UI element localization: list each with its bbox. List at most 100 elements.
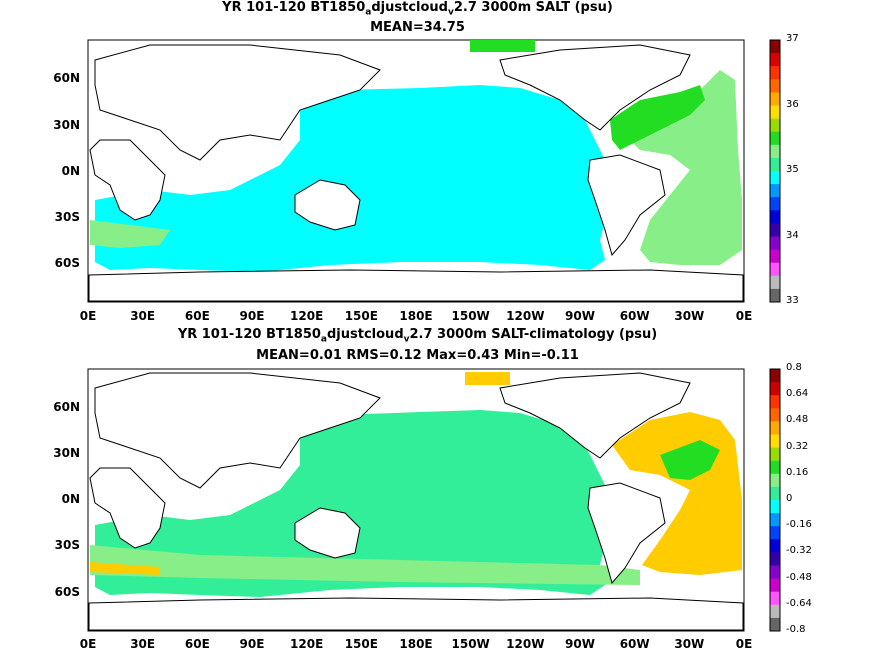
top-colorbar-swatch xyxy=(770,184,780,198)
bottom-colorbar-swatch xyxy=(770,500,780,514)
bottom-x-tick: 30W xyxy=(674,637,705,651)
top-y-tick: 60S xyxy=(54,256,80,270)
bottom-colorbar-swatch xyxy=(770,473,780,488)
bottom-colorbar-tick: -0.8 xyxy=(786,624,806,635)
top-colorbar-swatch xyxy=(770,223,780,237)
top-antarctica xyxy=(88,269,744,302)
bottom-x-tick: 0E xyxy=(79,637,97,651)
bottom-y-tick: 60N xyxy=(53,400,80,414)
top-y-tick: 0N xyxy=(61,164,80,178)
bottom-x-tick: 180E xyxy=(399,637,433,651)
bottom-colorbar-swatch xyxy=(770,460,780,475)
bottom-australia xyxy=(294,507,361,559)
bottom-x-tick: 120E xyxy=(290,637,324,651)
bottom-x-tick: 60W xyxy=(619,637,650,651)
top-y-tick: 60N xyxy=(53,71,80,85)
bottom-chart-title: YR 101-120 BT1850adjustcloudv2.7 3000m S… xyxy=(177,327,658,345)
top-colorbar-swatch xyxy=(770,210,780,224)
top-australia xyxy=(294,179,361,231)
top-colorbar-swatch xyxy=(770,157,780,172)
top-colorbar-swatch xyxy=(770,197,780,211)
top-colorbar-swatch xyxy=(770,262,780,277)
top-x-tick: 30W xyxy=(674,309,705,323)
bottom-chart-stats: MEAN=0.01 RMS=0.12 Max=0.43 Min=-0.11 xyxy=(256,348,579,363)
bottom-colorbar-swatch xyxy=(770,421,780,435)
top-colorbar-tick: 34 xyxy=(786,229,799,241)
bottom-x-tick: 30E xyxy=(130,637,156,651)
top-colorbar-swatch xyxy=(770,171,780,185)
bottom-southern-orange xyxy=(90,562,160,575)
top-colorbar-swatch xyxy=(770,236,780,251)
bottom-antarctica xyxy=(88,597,744,631)
bottom-arctic-orange xyxy=(465,372,510,385)
bottom-colorbar-swatch xyxy=(770,526,780,540)
bottom-colorbar-swatch xyxy=(770,486,780,501)
top-colorbar-swatch xyxy=(770,53,780,67)
bottom-colorbar-tick: -0.32 xyxy=(786,545,812,557)
top-x-tick: 60W xyxy=(619,309,650,323)
top-colorbar-swatch xyxy=(770,118,780,133)
top-x-tick: 60E xyxy=(184,309,210,323)
bottom-map xyxy=(87,368,745,632)
bottom-colorbar-swatch xyxy=(770,552,780,566)
bottom-colorbar-swatch xyxy=(770,513,780,527)
bottom-colorbar-swatch xyxy=(770,382,780,396)
top-x-tick: 90W xyxy=(565,309,595,323)
bottom-colorbar-tick: -0.48 xyxy=(786,571,812,583)
bottom-colorbar-swatch xyxy=(770,447,780,462)
top-colorbar-frame xyxy=(769,39,781,303)
top-x-tick: 30E xyxy=(130,309,156,323)
bottom-x-tick: 120W xyxy=(506,637,545,651)
top-north-america xyxy=(499,44,691,131)
bottom-colorbar-swatch xyxy=(770,369,780,383)
top-colorbar-swatch xyxy=(770,249,780,264)
top-colorbar-swatch xyxy=(770,40,780,54)
bottom-colorbar-swatch xyxy=(770,617,780,632)
bottom-north-america xyxy=(499,372,691,459)
bottom-colorbar-swatch xyxy=(770,578,780,593)
bottom-x-tick: 0E xyxy=(735,637,753,651)
bottom-y-tick: 60S xyxy=(54,585,80,599)
bottom-colorbar-swatch xyxy=(770,539,780,553)
bottom-y-tick: 0N xyxy=(61,492,80,506)
top-x-tick: 150E xyxy=(344,309,378,323)
top-x-tick: 0E xyxy=(79,309,97,323)
top-colorbar-swatch xyxy=(770,105,780,120)
top-colorbar-swatch xyxy=(770,66,780,80)
top-ocean-cyan xyxy=(95,85,610,272)
top-colorbar-swatch xyxy=(770,144,780,159)
top-map xyxy=(87,39,745,303)
top-colorbar-swatch xyxy=(770,275,780,290)
bottom-south-america xyxy=(587,482,666,585)
bottom-colorbar-tick: -0.64 xyxy=(786,597,812,609)
top-colorbar-swatch xyxy=(770,79,780,93)
bottom-colorbar-swatch xyxy=(770,434,780,449)
bottom-atlantic-green xyxy=(660,440,720,480)
bottom-colorbar-tick: 0.8 xyxy=(786,362,802,373)
bottom-colorbar-tick: 0.16 xyxy=(786,466,809,478)
top-x-tick: 120W xyxy=(506,309,545,323)
top-arctic-green xyxy=(470,40,535,52)
top-y-tick: 30S xyxy=(54,210,80,224)
top-x-tick: 90E xyxy=(239,309,265,323)
bottom-colorbar-swatch xyxy=(770,604,780,619)
bottom-y-tick: 30N xyxy=(53,446,80,460)
bottom-colorbar-swatch xyxy=(770,565,780,580)
bottom-ocean-mint xyxy=(95,410,610,597)
bottom-x-tick: 90E xyxy=(239,637,265,651)
bottom-africa xyxy=(89,467,166,549)
top-x-tick: 180E xyxy=(399,309,433,323)
bottom-eurasia xyxy=(94,372,381,489)
top-colorbar-tick: 33 xyxy=(786,295,799,306)
bottom-x-tick: 150W xyxy=(451,637,490,651)
top-colorbar-swatch xyxy=(770,92,780,106)
bottom-colorbar-tick: 0.64 xyxy=(786,388,809,400)
top-south-america xyxy=(587,154,666,257)
top-x-tick: 150W xyxy=(451,309,490,323)
top-x-tick: 120E xyxy=(290,309,324,323)
bottom-colorbar-swatch xyxy=(770,408,780,422)
top-africa xyxy=(89,139,166,221)
bottom-colorbar-tick: 0 xyxy=(786,493,793,504)
bottom-colorbar-tick: 0.48 xyxy=(786,414,809,426)
